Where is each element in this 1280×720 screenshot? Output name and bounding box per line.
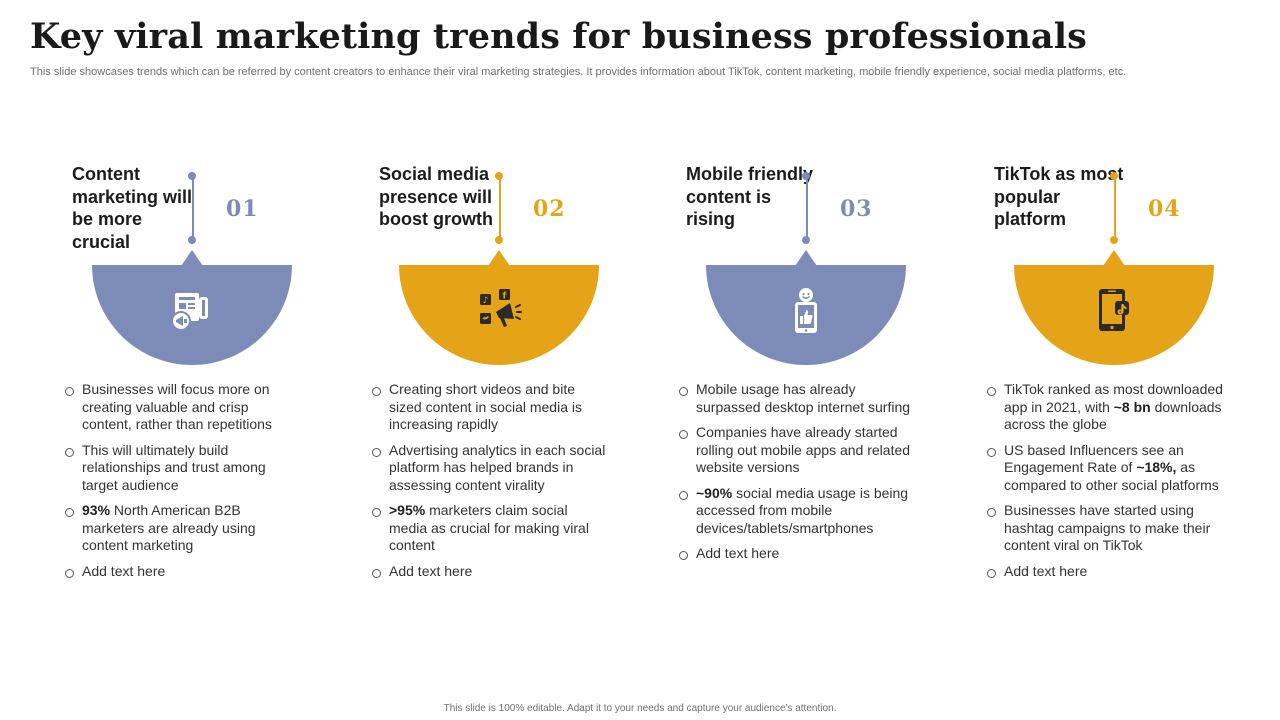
trend-card-mobile: Mobile friendly content is rising 03 Mob…: [666, 160, 966, 660]
connector-dot: [188, 236, 196, 244]
connector-line: [1114, 176, 1116, 240]
list-item: Add text here: [984, 563, 1224, 581]
connector-dot: [802, 236, 810, 244]
list-item: Companies have already started rolling o…: [676, 424, 916, 477]
semicircle-pointer: [1103, 250, 1125, 266]
card-number: 04: [1148, 196, 1181, 222]
card-heading: Social media presence will boost growth: [379, 164, 493, 229]
connector-dot: [495, 236, 503, 244]
list-item: US based Influencers see an Engagement R…: [984, 442, 1224, 495]
card-number: 01: [226, 196, 259, 222]
semicircle-pointer: [181, 250, 203, 266]
connector-line: [192, 176, 194, 240]
card-heading: Content marketing will be more crucial: [72, 164, 193, 252]
connector-dot: [495, 172, 503, 180]
list-item: Businesses will focus more on creating v…: [62, 381, 302, 434]
semicircle-pointer: [488, 250, 510, 266]
bullet-list: Mobile usage has already surpassed deskt…: [676, 381, 916, 571]
list-item: Creating short videos and bite sized con…: [369, 381, 609, 434]
tiktok-phone-icon: [1089, 285, 1139, 335]
card-number: 02: [533, 196, 566, 222]
trend-card-social-media: Social media presence will boost growth …: [359, 160, 659, 660]
connector-line: [806, 176, 808, 240]
bullet-list: TikTok ranked as most downloaded app in …: [984, 381, 1224, 588]
newspaper-megaphone-icon: [167, 285, 217, 335]
connector-dot: [1110, 236, 1118, 244]
social-media-megaphone-icon: ♪ f: [474, 285, 524, 335]
semicircle-pointer: [795, 250, 817, 266]
page-title: Key viral marketing trends for business …: [30, 16, 1087, 57]
trend-card-tiktok: TikTok as most popular platform 04 TikTo…: [974, 160, 1274, 660]
trend-card-content-marketing: Content marketing will be more crucial 0…: [52, 160, 352, 660]
card-heading: TikTok as most popular platform: [994, 164, 1124, 229]
connector-dot: [802, 172, 810, 180]
list-item: TikTok ranked as most downloaded app in …: [984, 381, 1224, 434]
bullet-list: Businesses will focus more on creating v…: [62, 381, 302, 588]
connector-dot: [188, 172, 196, 180]
svg-text:f: f: [503, 292, 507, 302]
list-item: Mobile usage has already surpassed deskt…: [676, 381, 916, 416]
list-item: ~90% social media usage is being accesse…: [676, 485, 916, 538]
list-item: Add text here: [369, 563, 609, 581]
page-subtitle: This slide showcases trends which can be…: [30, 66, 1127, 78]
card-number: 03: [840, 196, 873, 222]
connector-dot: [1110, 172, 1118, 180]
svg-text:♪: ♪: [483, 296, 489, 306]
list-item: Advertising analytics in each social pla…: [369, 442, 609, 495]
list-item: Businesses have started using hashtag ca…: [984, 502, 1224, 555]
connector-line: [499, 176, 501, 240]
mobile-like-icon: [781, 285, 831, 335]
list-item: This will ultimately build relationships…: [62, 442, 302, 495]
card-heading: Mobile friendly content is rising: [686, 164, 814, 229]
bullet-list: Creating short videos and bite sized con…: [369, 381, 609, 588]
list-item: >95% marketers claim social media as cru…: [369, 502, 609, 555]
list-item: Add text here: [62, 563, 302, 581]
footer-note: This slide is 100% editable. Adapt it to…: [443, 703, 837, 714]
list-item: 93% North American B2B marketers are alr…: [62, 502, 302, 555]
list-item: Add text here: [676, 545, 916, 563]
